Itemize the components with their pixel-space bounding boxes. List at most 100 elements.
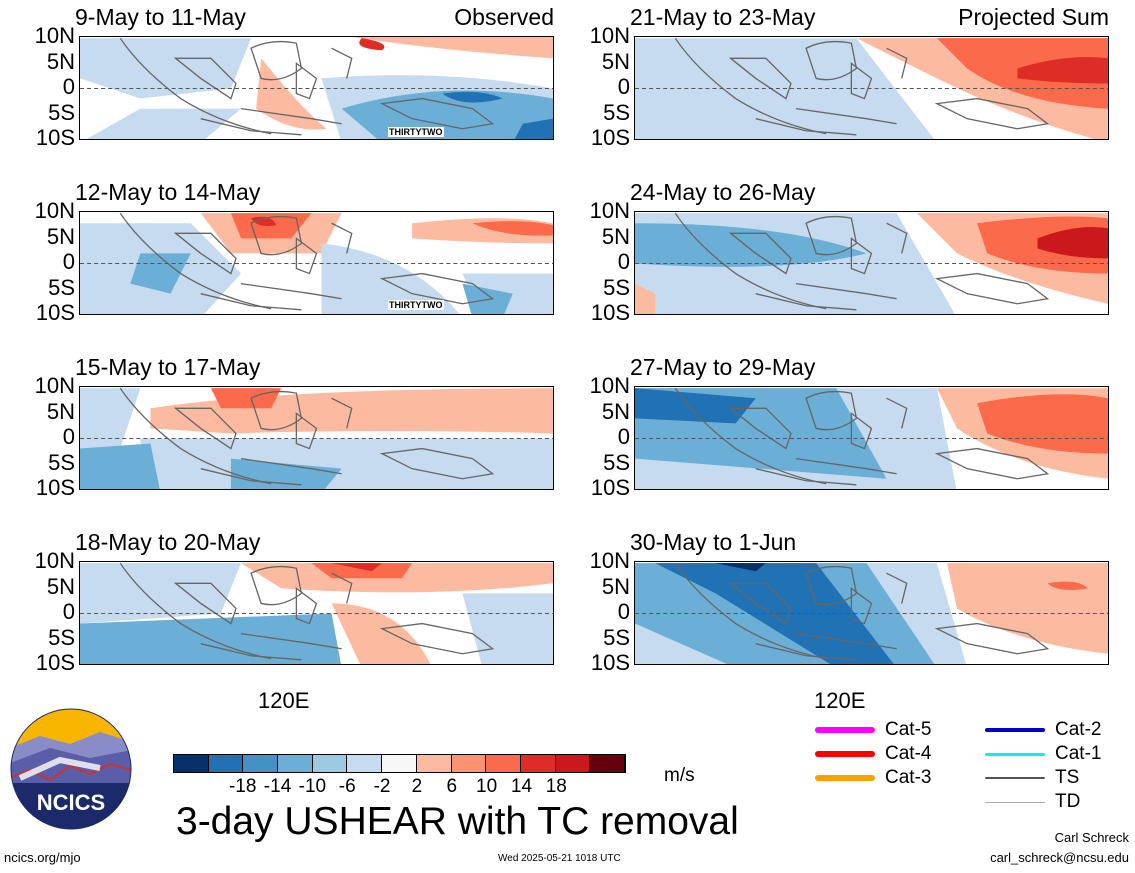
storm-label: THIRTYTWO: [388, 127, 444, 137]
colorbar-units: m/s: [664, 765, 695, 786]
coastline: [795, 457, 897, 475]
colorbar-swatch: [416, 755, 452, 772]
y-tick-label: 0: [62, 74, 75, 99]
colorbar-swatch: [451, 755, 487, 772]
map-panel: [79, 561, 554, 665]
colorbar-swatch: [555, 755, 591, 772]
coastline: [886, 397, 908, 429]
coastline: [173, 407, 237, 450]
contour-fill: [80, 563, 553, 664]
legend-item: Cat-1: [985, 742, 1101, 766]
y-tick-label: 5S: [48, 274, 75, 300]
colorbar-tick-label: 10: [476, 776, 498, 797]
coastline: [119, 562, 272, 660]
map-panel: [634, 386, 1109, 490]
contour-fill: [80, 443, 342, 489]
y-tick-label: 10S: [35, 650, 75, 675]
colorbar-swatch: [243, 755, 279, 772]
contour-fill: [331, 563, 382, 572]
colorbar-tick-label: -18: [228, 776, 257, 797]
legend-item: Cat-4: [815, 742, 931, 766]
y-tick-label: 0: [62, 424, 75, 449]
panel-title: 18-May to 20-May: [75, 529, 261, 555]
y-tick-label: 0: [62, 599, 75, 624]
coastline: [200, 643, 302, 661]
y-tick-label: 0: [617, 74, 630, 99]
coastline: [795, 632, 897, 650]
y-tick-label: 5S: [603, 274, 630, 300]
y-tick-label: 0: [617, 424, 630, 449]
main-title: 3-day USHEAR with TC removal: [176, 800, 739, 843]
colorbar-tick-label: -2: [373, 776, 391, 797]
coastline: [755, 468, 857, 486]
coastline: [200, 293, 302, 311]
shear-field: [80, 562, 553, 664]
y-tick-label: 10N: [34, 23, 75, 48]
shear-field: [635, 37, 1108, 139]
storm-label: THIRTYTWO: [388, 300, 444, 310]
y-tick-label: 5S: [603, 449, 630, 475]
y-tick-label: 0: [617, 249, 630, 274]
coastline: [331, 397, 353, 429]
coastline: [379, 447, 495, 480]
map-panel: THIRTYTWO: [79, 36, 554, 140]
coastline: [200, 468, 302, 486]
y-tick-label: 10N: [34, 198, 75, 223]
contour-fill: [230, 213, 553, 239]
coastline: [934, 97, 1050, 130]
y-tick-label: 10S: [590, 650, 630, 675]
y-tick-label: 10N: [34, 373, 75, 398]
coastline: [886, 572, 908, 604]
colorbar-swatch: [486, 755, 521, 772]
coastline: [119, 387, 272, 485]
coastline: [805, 390, 858, 431]
colorbar-tick-label: 2: [411, 776, 423, 797]
shear-field: [635, 212, 1108, 314]
coastline: [240, 282, 342, 300]
colorbar-swatch: [208, 755, 244, 772]
contour-fill: [635, 388, 756, 424]
legend-item: TD: [985, 790, 1080, 814]
legend-label: Cat-4: [885, 743, 932, 764]
coastline: [295, 412, 318, 450]
y-tick-label: 5N: [601, 573, 630, 599]
colorbar-swatch: [174, 755, 209, 772]
legend-label: Cat-3: [885, 767, 932, 788]
colorbar-tick-label: 18: [545, 776, 567, 797]
coastline: [240, 457, 342, 475]
legend-line-swatch: [985, 728, 1045, 732]
y-tick-label: 5N: [601, 398, 630, 424]
colorbar-tick-label: -6: [338, 776, 356, 797]
coastline: [755, 293, 857, 311]
y-tick-label: 10S: [35, 125, 75, 150]
shear-field: [80, 212, 553, 314]
coastline: [200, 118, 302, 136]
coastline: [250, 565, 303, 606]
coastline: [850, 62, 873, 100]
coastline: [173, 57, 237, 100]
legend-line-swatch: [985, 801, 1045, 803]
colorbar-tick-label: 6: [446, 776, 458, 797]
coastline: [728, 407, 792, 450]
coastline: [728, 582, 792, 625]
map-panel: [79, 386, 554, 490]
colorbar-swatch: [312, 755, 348, 772]
y-tick-label: 10S: [35, 300, 75, 325]
coastline: [886, 222, 908, 254]
legend-item: Cat-5: [815, 718, 931, 742]
coastline: [674, 562, 827, 660]
coastline: [379, 97, 495, 130]
coastline: [886, 47, 908, 79]
contour-fill: [1017, 57, 1108, 84]
coastline: [173, 232, 237, 275]
contour-fill: [635, 223, 867, 267]
coastline: [850, 237, 873, 275]
coastline: [674, 212, 827, 310]
legend-label: TS: [1055, 767, 1080, 788]
y-tick-label: 0: [617, 599, 630, 624]
contour-fill: [1037, 227, 1108, 259]
legend-item: Cat-3: [815, 766, 931, 790]
map-panel: [634, 561, 1109, 665]
coastline: [728, 57, 792, 100]
coastline: [331, 222, 353, 254]
